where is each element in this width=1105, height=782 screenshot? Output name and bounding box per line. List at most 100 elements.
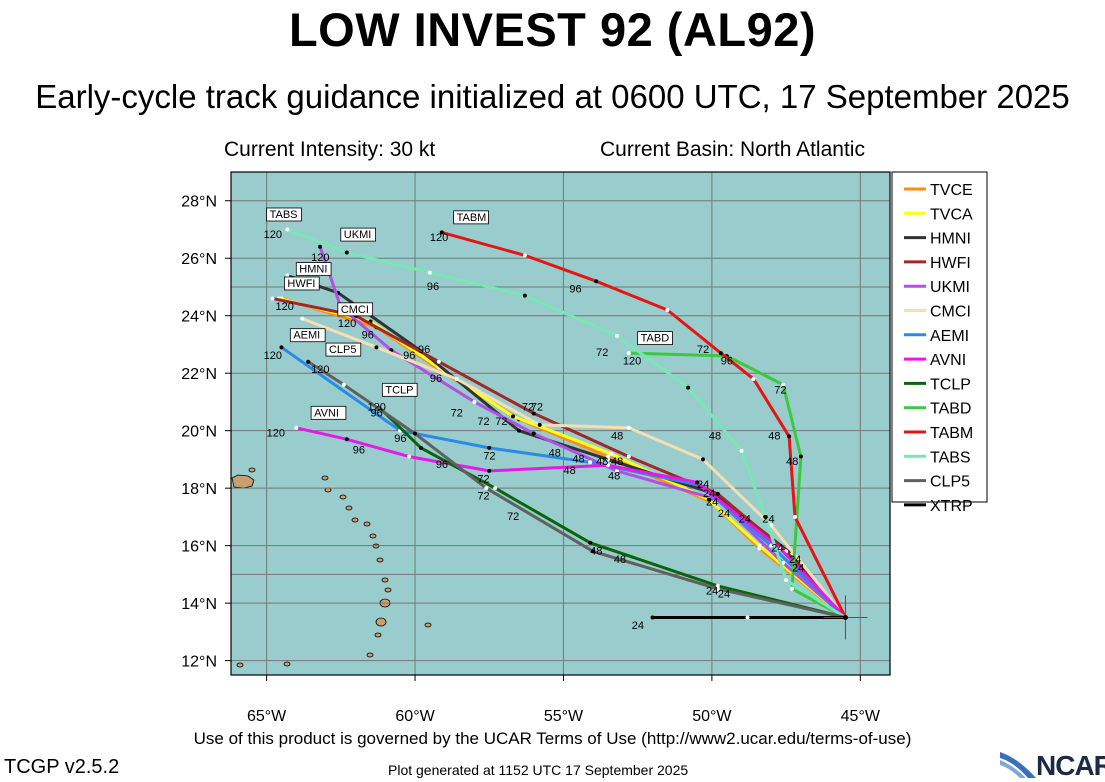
track-point-hwfi xyxy=(270,296,275,301)
model-tag-tclp: TCLP xyxy=(385,384,413,396)
forecast-hour-label: 48 xyxy=(590,545,602,557)
forecast-hour-label: 120 xyxy=(430,232,448,244)
track-point-tvca xyxy=(608,451,613,456)
track-point-aemi xyxy=(487,445,492,450)
model-tag-box xyxy=(337,302,374,317)
legend-entry-clp5: CLP5 xyxy=(930,474,970,491)
y-tick-label: 24°N xyxy=(181,309,217,326)
track-point-tabd xyxy=(781,382,786,387)
forecast-hour-label: 72 xyxy=(477,416,489,428)
puerto-rico-shape xyxy=(231,474,255,489)
track-point-hmni xyxy=(605,457,610,462)
track-point-ukmi xyxy=(318,244,323,249)
forecast-hour-label: 96 xyxy=(353,445,365,457)
track-point-clp5 xyxy=(715,586,720,591)
forecast-hour-label: 24 xyxy=(632,620,644,632)
track-point-tabd xyxy=(798,454,803,459)
track-point-ukmi xyxy=(614,468,619,473)
island-shape xyxy=(375,617,387,627)
forecast-hour-label: 72 xyxy=(596,347,608,359)
track-point-hmni xyxy=(516,428,521,433)
track-point-tabs xyxy=(522,293,527,298)
forecast-hour-label: 72 xyxy=(522,402,534,414)
track-point-avni xyxy=(487,468,492,473)
ncar-logo xyxy=(1000,752,1036,778)
island-shape xyxy=(283,661,291,667)
forecast-hour-label: 72 xyxy=(531,402,543,414)
track-point-hwfi xyxy=(436,359,441,364)
terms-of-use-text: Use of this product is governed by the U… xyxy=(193,729,912,748)
track-point-avni xyxy=(605,463,610,468)
forecast-hour-label: 96 xyxy=(430,373,442,385)
forecast-hour-label: 48 xyxy=(608,471,620,483)
x-tick-label: 55°W xyxy=(544,708,584,725)
current-intensity-text: Current Intensity: 30 kt xyxy=(224,138,436,161)
track-point-xtrp xyxy=(650,615,655,620)
forecast-hour-label: 72 xyxy=(483,450,495,462)
track-point-hwfi xyxy=(715,491,720,496)
track-point-tabm xyxy=(751,376,756,381)
chart-subtitle: Early-cycle track guidance initialized a… xyxy=(35,78,1070,115)
island-shape xyxy=(321,475,329,481)
model-tag-box xyxy=(289,328,326,343)
track-point-aemi xyxy=(279,345,284,350)
forecast-hour-label: 96 xyxy=(427,281,439,293)
legend: TVCE TVCA HMNI HWFI UKMI CMCI AEMI AVNI TCLP TABD… xyxy=(891,171,988,515)
track-point-aemi xyxy=(769,543,774,548)
forecast-hour-label: 48 xyxy=(709,430,721,442)
legend-entry-xtrp: XTRP xyxy=(930,498,973,515)
track-tclp xyxy=(375,403,847,619)
forecast-hour-label: 96 xyxy=(362,330,374,342)
track-point-avni xyxy=(344,437,349,442)
track-point-tabs xyxy=(427,270,432,275)
track-point-tclp xyxy=(493,486,498,491)
track-point-clp5 xyxy=(306,359,311,364)
initial-position-point xyxy=(842,615,848,621)
legend-entry-aemi: AEMI xyxy=(930,328,969,345)
ncar-logo-swoosh xyxy=(1000,752,1036,778)
model-tag-ukmi: UKMI xyxy=(344,229,372,241)
axes: 65°W 60°W 55°W 50°W 45°W 12°N 14°N 16°N 18°N 20°N… xyxy=(181,171,891,725)
island-shape xyxy=(424,622,432,628)
forecast-hour-label: 24 xyxy=(792,563,804,575)
island-shape xyxy=(384,587,392,593)
track-point-tabm xyxy=(793,514,798,519)
plot-frame xyxy=(230,171,891,676)
island-shape xyxy=(381,577,389,583)
forecast-hour-label: 120 xyxy=(623,356,641,368)
ncar-logo-text: NCAR xyxy=(1036,750,1105,781)
forecast-hour-label: 48 xyxy=(611,456,623,468)
track-point-clp5 xyxy=(484,486,489,491)
island-shape xyxy=(339,494,347,500)
forecast-hour-label: 120 xyxy=(338,318,356,330)
x-tick-label: 50°W xyxy=(692,708,732,725)
track-point-xtrp xyxy=(745,615,750,620)
forecast-hour-label: 96 xyxy=(371,407,383,419)
legend-entry-tabd: TABD xyxy=(930,401,971,418)
track-point-avni xyxy=(695,480,700,485)
track-point-tabm xyxy=(594,279,599,284)
track-point-avni xyxy=(294,425,299,430)
track-point-tvca xyxy=(757,543,762,548)
chart-title: LOW INVEST 92 (AL92) xyxy=(288,3,817,56)
forecast-hour-label: 24 xyxy=(789,554,801,566)
legend-entry-tvce: TVCE xyxy=(930,182,973,199)
model-tag-tabd: TABD xyxy=(641,333,670,345)
x-tick-label: 45°W xyxy=(841,708,881,725)
track-point-tabd xyxy=(626,351,631,356)
track-point-avni xyxy=(778,546,783,551)
y-tick-label: 26°N xyxy=(181,251,217,268)
legend-entry-tabs: TABS xyxy=(930,449,971,466)
track-point-hwfi xyxy=(531,411,536,416)
forecast-hour-label: 120 xyxy=(264,229,282,241)
legend-entry-hmni: HMNI xyxy=(930,231,971,248)
forecast-hour-label: 72 xyxy=(477,473,489,485)
model-tag-avni: AVNI xyxy=(314,407,339,419)
forecast-hour-label: 24 xyxy=(771,542,783,554)
current-basin-text: Current Basin: North Atlantic xyxy=(600,138,865,161)
forecast-hour-label: 72 xyxy=(774,384,786,396)
island-shape xyxy=(345,505,353,511)
island-shape xyxy=(376,557,384,563)
forecast-hour-label: 72 xyxy=(477,491,489,503)
